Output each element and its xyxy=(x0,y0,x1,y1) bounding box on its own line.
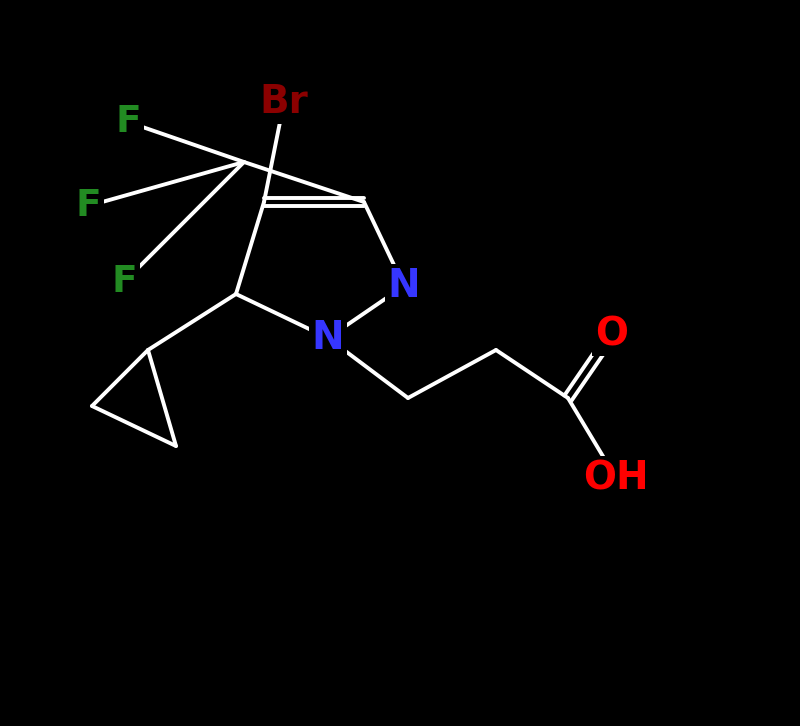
Text: F: F xyxy=(115,104,141,140)
Text: O: O xyxy=(595,315,629,353)
Text: F: F xyxy=(75,188,101,224)
Text: OH: OH xyxy=(583,459,649,497)
Text: N: N xyxy=(388,267,420,305)
Text: Br: Br xyxy=(260,83,308,121)
Text: N: N xyxy=(312,319,344,357)
Text: F: F xyxy=(111,264,137,300)
